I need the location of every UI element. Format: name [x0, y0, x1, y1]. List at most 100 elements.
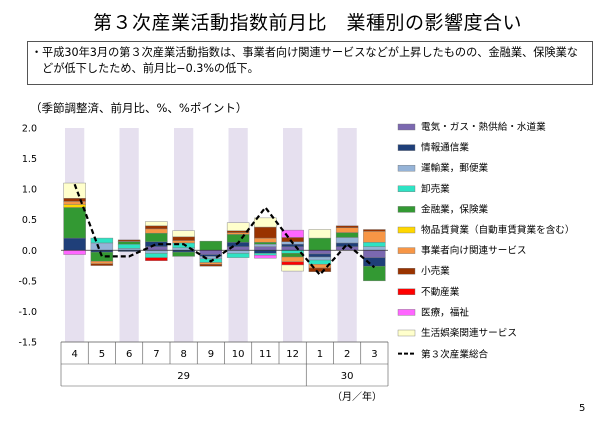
x-tick-label: 4	[71, 349, 77, 360]
bar-segment	[90, 263, 114, 266]
bar-segment	[199, 240, 223, 251]
legend-label-total: 第３次産業総合	[421, 349, 489, 361]
legend-label: 医療，福祉	[421, 306, 469, 318]
legend-label: 不動産業	[421, 286, 460, 298]
bar-segment	[254, 243, 277, 247]
bar-segment	[281, 253, 304, 258]
bar-segment	[335, 232, 359, 238]
bar-segment	[172, 236, 195, 241]
unit-label: （季節調整済、前月比、%、%ポイント）	[30, 101, 248, 115]
y-tick-label: 0.5	[22, 215, 37, 226]
y-tick-label: 2.0	[22, 124, 37, 135]
bar-segment	[145, 246, 168, 251]
x-tick-label: 6	[126, 349, 132, 360]
legend-label: 生活娯楽関連サービス	[421, 327, 517, 339]
x-tick-label: 10	[232, 349, 245, 360]
bar-segment	[145, 241, 168, 247]
bar-segment	[145, 250, 168, 254]
bar-segment	[335, 237, 359, 244]
legend-swatch	[397, 123, 416, 131]
bar-segment	[145, 257, 168, 261]
y-tick-label: 1.5	[22, 154, 37, 165]
y-tick-label: 0.0	[22, 246, 37, 257]
legend-swatch	[397, 247, 416, 254]
legend-label: 金融業，保険業	[421, 203, 489, 215]
bar-segment	[363, 246, 386, 251]
bar-segment	[172, 251, 195, 257]
bar-segment	[308, 253, 332, 258]
bar-segment	[254, 246, 277, 251]
legend-swatch	[397, 268, 416, 275]
bar-segment	[226, 222, 250, 231]
page-title: 第３次産業活動指数前月比 業種別の影響度合い	[92, 12, 522, 34]
bar-segment	[199, 262, 223, 265]
bar-segment	[226, 253, 250, 258]
bar-segment	[363, 242, 386, 247]
x-tick-label: 9	[208, 349, 214, 360]
summary-box: ・ 平成30年3月の第３次産業活動指数は、事業者向け関連サービスなどが上昇したも…	[27, 41, 593, 85]
bar-segment	[363, 265, 386, 282]
bar-segment	[226, 232, 250, 235]
legend-label: 運輸業，郵便業	[421, 162, 489, 174]
legend-swatch	[397, 309, 416, 316]
legend-swatch	[397, 226, 416, 234]
x-tick-label: 12	[286, 349, 299, 360]
bar-segment	[363, 231, 386, 243]
bar-segment	[254, 253, 277, 256]
legend-label: 電気・ガス・熱供給・水道業	[421, 121, 546, 133]
legend-swatch	[397, 144, 416, 151]
x-tick-label: 5	[99, 349, 105, 360]
bar-segment	[90, 242, 114, 251]
bar-segment	[281, 243, 304, 247]
legend-label: 情報通信業	[421, 142, 469, 154]
bar-segment	[172, 240, 195, 244]
bar-segment	[63, 182, 86, 199]
bar-segment	[308, 250, 332, 255]
shaded-column	[119, 128, 139, 342]
legend-label: 卸売業	[421, 183, 450, 195]
year-label: 29	[177, 371, 190, 382]
bar-segment	[145, 228, 168, 234]
x-axis-label: （月／年）	[332, 390, 382, 403]
bar-segment	[363, 250, 386, 258]
y-tick-label: -1.0	[18, 307, 37, 318]
bar-segment	[308, 237, 332, 251]
bar-segment	[281, 256, 304, 263]
y-tick-label: 1.0	[22, 185, 37, 196]
x-tick-label: 3	[371, 349, 377, 360]
bar-segment	[281, 264, 304, 272]
bar-segment	[335, 242, 359, 247]
bar-segment	[308, 259, 332, 265]
bar-segment	[308, 256, 332, 261]
total-line	[73, 183, 376, 277]
bar-segment	[90, 237, 114, 244]
legend-swatch	[397, 329, 416, 337]
bar-segment	[254, 254, 277, 259]
bar-segment	[117, 243, 141, 249]
legend-swatch	[397, 288, 416, 295]
bar-segment	[90, 261, 114, 264]
bar-segment	[335, 225, 359, 228]
bar-segment	[254, 242, 277, 245]
page-number: 5	[579, 403, 586, 414]
summary-bullet: ・	[31, 46, 43, 59]
bar-segment	[199, 264, 223, 267]
legend-swatch	[397, 206, 416, 213]
bar-segment	[335, 227, 359, 233]
year-label: 30	[341, 371, 354, 382]
bar-segment	[281, 237, 304, 242]
x-tick-label: 1	[317, 349, 323, 360]
bar-segment	[254, 237, 277, 243]
bar-segment	[363, 229, 386, 232]
bar-segment	[172, 230, 195, 238]
bar-segment	[145, 253, 168, 258]
bar-segment	[254, 250, 277, 254]
legend-label: 事業者向け関連サービス	[421, 245, 527, 257]
bar-segment	[254, 226, 277, 239]
bar-segment	[117, 239, 141, 242]
bar-segment	[199, 250, 223, 255]
bar-segment	[281, 246, 304, 251]
x-tick-label: 8	[180, 349, 186, 360]
bar-segment	[63, 250, 86, 255]
